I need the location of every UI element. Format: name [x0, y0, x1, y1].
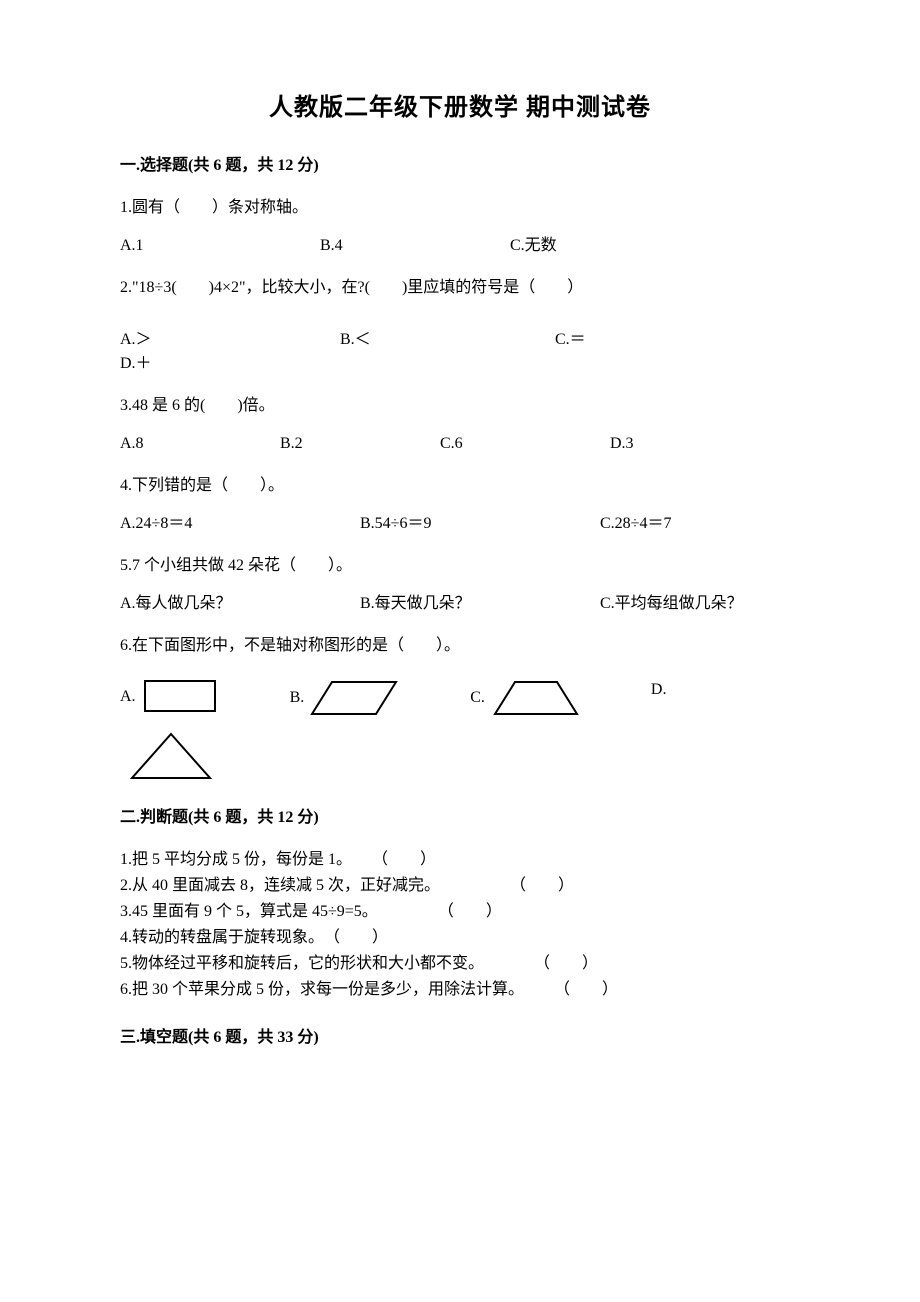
q6-options-row2: [120, 730, 800, 782]
question-1: 1.圆有（ ）条对称轴。 A.1 B.4 C.无数: [120, 196, 800, 258]
judge-6-paren: （ ）: [554, 978, 618, 1002]
q5-text: 5.7 个小组共做 42 朵花（ ）。: [120, 554, 800, 578]
q2-options: A.＞ B.＜ C.＝ D.＋: [120, 328, 800, 376]
section1-header: 一.选择题(共 6 题，共 12 分): [120, 154, 800, 178]
q1-opt-a: A.1: [120, 234, 320, 258]
judge-1-paren: （ ）: [372, 848, 436, 872]
parallelogram-icon: [310, 678, 400, 718]
judge-5-text: 5.物体经过平移和旋转后，它的形状和大小都不变。: [120, 952, 484, 976]
q2-opt-b: B.＜: [340, 328, 555, 352]
q4-text: 4.下列错的是（ ）。: [120, 474, 800, 498]
judge-item-4: 4.转动的转盘属于旋转现象。 （ ）: [120, 926, 800, 950]
q3-opt-b: B.2: [280, 432, 440, 456]
q6-d-label: D.: [651, 678, 667, 702]
judge-3-paren: （ ）: [438, 900, 502, 924]
question-4: 4.下列错的是（ ）。 A.24÷8＝4 B.54÷6＝9 C.28÷4＝7: [120, 474, 800, 536]
q4-opt-a: A.24÷8＝4: [120, 512, 360, 536]
judge-1-text: 1.把 5 平均分成 5 份，每份是 1。: [120, 848, 352, 872]
rectangle-icon: [142, 678, 220, 716]
q1-text: 1.圆有（ ）条对称轴。: [120, 196, 800, 220]
q3-opt-d: D.3: [610, 432, 634, 456]
q2-opt-c: C.＝: [555, 328, 770, 352]
judge-6-text: 6.把 30 个苹果分成 5 份，求每一份是多少，用除法计算。: [120, 978, 524, 1002]
q5-opt-b: B.每天做几朵？: [360, 592, 600, 616]
judge-item-2: 2.从 40 里面减去 8，连续减 5 次，正好减完。 （ ）: [120, 874, 800, 898]
q5-options: A.每人做几朵？ B.每天做几朵？ C.平均每组做几朵？: [120, 592, 800, 616]
q6-a-label: A.: [120, 685, 136, 709]
q2-text: 2."18÷3( )4×2"，比较大小，在?( )里应填的符号是（ ）: [120, 276, 800, 300]
q4-opt-b: B.54÷6＝9: [360, 512, 600, 536]
question-6: 6.在下面图形中，不是轴对称图形的是（ ）。 A. B. C. D.: [120, 634, 800, 782]
q6-opt-c: C.: [470, 678, 581, 718]
question-3: 3.48 是 6 的( )倍。 A.8 B.2 C.6 D.3: [120, 394, 800, 456]
judge-list: 1.把 5 平均分成 5 份，每份是 1。 （ ） 2.从 40 里面减去 8，…: [120, 848, 800, 1002]
trapezoid-icon: [491, 678, 581, 718]
judge-2-paren: （ ）: [510, 874, 574, 898]
q5-opt-a: A.每人做几朵？: [120, 592, 360, 616]
page-title: 人教版二年级下册数学 期中测试卷: [120, 90, 800, 126]
section3-header: 三.填空题(共 6 题，共 33 分): [120, 1026, 800, 1050]
q4-opt-c: C.28÷4＝7: [600, 512, 671, 536]
section2-header: 二.判断题(共 6 题，共 12 分): [120, 806, 800, 830]
judge-4-paren: （ ）: [324, 926, 388, 950]
q1-opt-b: B.4: [320, 234, 510, 258]
q1-options: A.1 B.4 C.无数: [120, 234, 800, 258]
judge-item-6: 6.把 30 个苹果分成 5 份，求每一份是多少，用除法计算。 （ ）: [120, 978, 800, 1002]
q6-text: 6.在下面图形中，不是轴对称图形的是（ ）。: [120, 634, 800, 658]
judge-2-text: 2.从 40 里面减去 8，连续减 5 次，正好减完。: [120, 874, 440, 898]
question-5: 5.7 个小组共做 42 朵花（ ）。 A.每人做几朵？ B.每天做几朵？ C.…: [120, 554, 800, 616]
q4-options: A.24÷8＝4 B.54÷6＝9 C.28÷4＝7: [120, 512, 800, 536]
triangle-icon: [126, 730, 216, 782]
judge-item-3: 3.45 里面有 9 个 5，算式是 45÷9=5。 （ ）: [120, 900, 800, 924]
q3-opt-a: A.8: [120, 432, 280, 456]
q3-text: 3.48 是 6 的( )倍。: [120, 394, 800, 418]
judge-4-text: 4.转动的转盘属于旋转现象。: [120, 926, 324, 950]
q2-opt-a: A.＞: [120, 328, 340, 352]
q6-options-row1: A. B. C. D.: [120, 678, 800, 718]
judge-item-5: 5.物体经过平移和旋转后，它的形状和大小都不变。 （ ）: [120, 952, 800, 976]
q6-opt-a: A.: [120, 678, 220, 716]
q6-opt-d: D.: [651, 678, 673, 702]
judge-item-1: 1.把 5 平均分成 5 份，每份是 1。 （ ）: [120, 848, 800, 872]
q6-c-label: C.: [470, 686, 485, 710]
q6-opt-b: B.: [290, 678, 401, 718]
q3-opt-c: C.6: [440, 432, 610, 456]
judge-5-paren: （ ）: [534, 952, 598, 976]
judge-3-text: 3.45 里面有 9 个 5，算式是 45÷9=5。: [120, 900, 378, 924]
q5-opt-c: C.平均每组做几朵？: [600, 592, 743, 616]
q2-opt-d: D.＋: [120, 352, 152, 376]
q6-b-label: B.: [290, 686, 305, 710]
q1-opt-c: C.无数: [510, 234, 557, 258]
q3-options: A.8 B.2 C.6 D.3: [120, 432, 800, 456]
question-2: 2."18÷3( )4×2"，比较大小，在?( )里应填的符号是（ ） A.＞ …: [120, 276, 800, 376]
